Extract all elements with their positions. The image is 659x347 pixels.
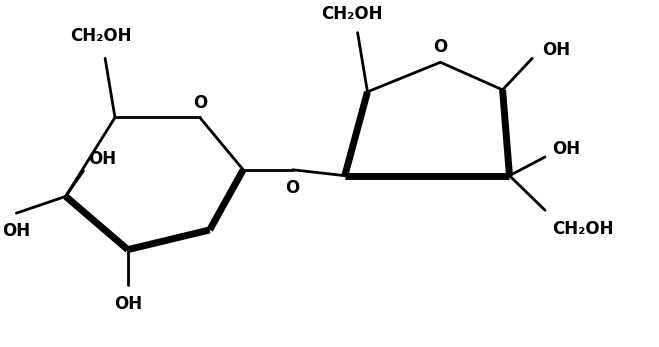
Text: OH: OH xyxy=(552,140,580,158)
Text: OH: OH xyxy=(114,295,142,313)
Text: CH₂OH: CH₂OH xyxy=(71,27,132,45)
Text: OH: OH xyxy=(3,222,31,240)
Text: CH₂OH: CH₂OH xyxy=(321,5,382,23)
Text: O: O xyxy=(192,94,207,112)
Text: OH: OH xyxy=(542,41,570,59)
Text: O: O xyxy=(285,179,300,197)
Text: OH: OH xyxy=(88,150,117,168)
Text: CH₂OH: CH₂OH xyxy=(552,220,614,238)
Text: O: O xyxy=(434,38,447,56)
